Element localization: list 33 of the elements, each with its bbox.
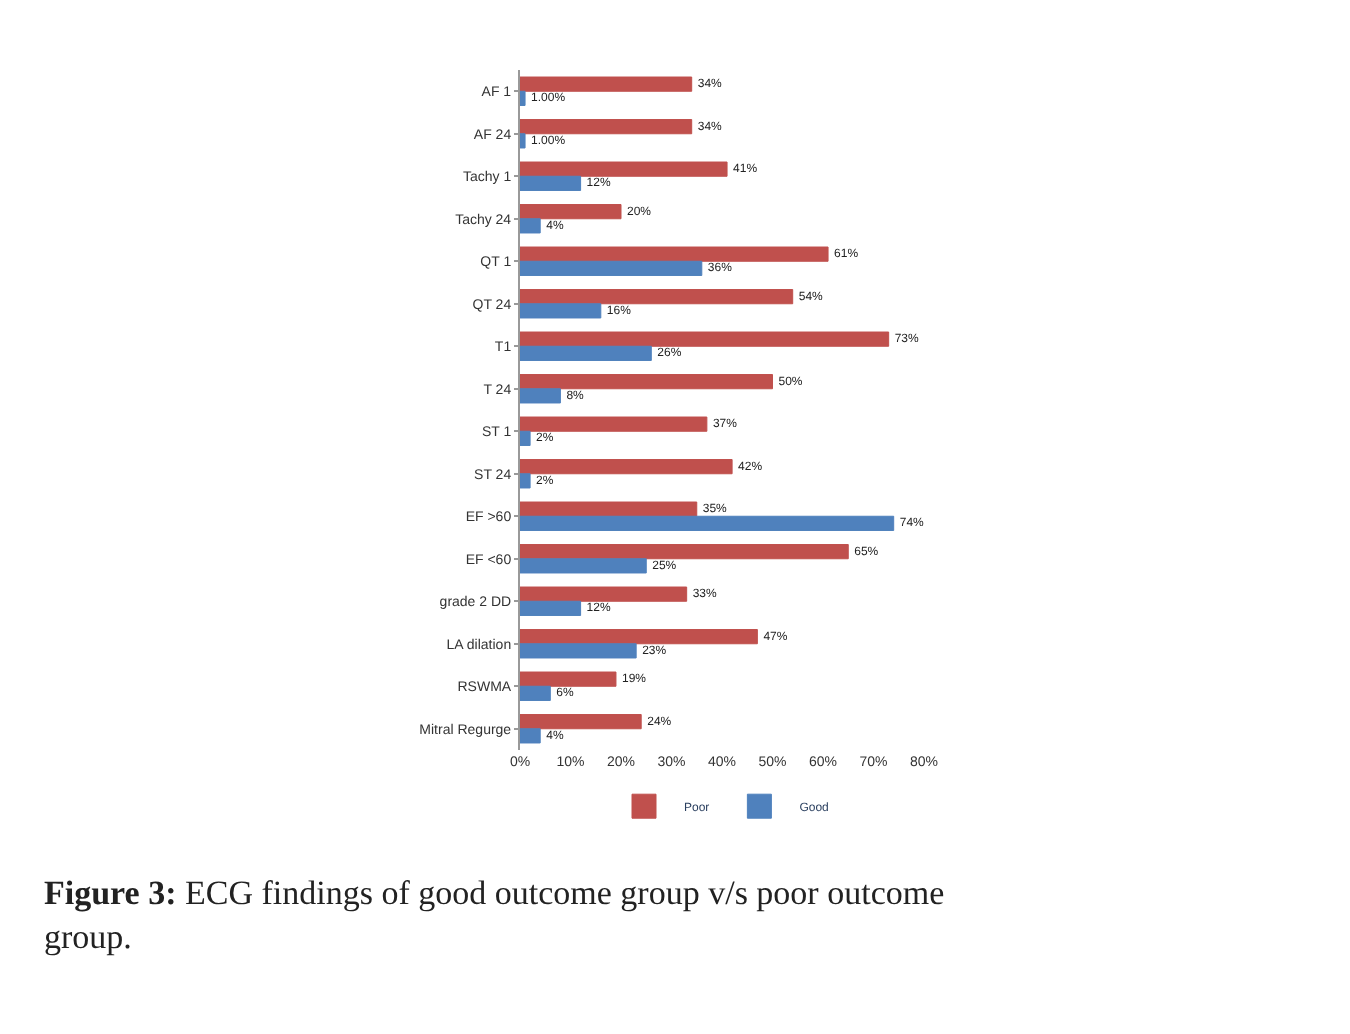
bar xyxy=(520,459,733,475)
bar xyxy=(520,175,582,191)
bar xyxy=(520,430,531,446)
bar xyxy=(520,558,647,574)
bar xyxy=(520,331,890,347)
bar xyxy=(520,218,541,234)
bar xyxy=(520,671,617,687)
bar xyxy=(520,303,602,319)
bar xyxy=(520,544,849,560)
bar xyxy=(520,204,622,220)
bar xyxy=(520,119,693,135)
bar xyxy=(520,133,526,149)
bar xyxy=(520,161,728,177)
bar xyxy=(520,600,582,616)
bar xyxy=(520,685,551,701)
bar xyxy=(520,643,637,659)
bar xyxy=(520,515,895,531)
bar xyxy=(520,714,642,730)
bar xyxy=(520,416,708,432)
bar xyxy=(520,76,693,92)
bar xyxy=(520,473,531,489)
bar xyxy=(520,246,829,262)
text: Figure 3: ECG findings of good outcome group v/s poor outcome group. xyxy=(44,874,945,957)
bar xyxy=(520,388,561,404)
bar xyxy=(520,90,526,106)
bar xyxy=(520,260,703,276)
bar xyxy=(520,501,698,517)
bar xyxy=(520,289,794,305)
bar xyxy=(520,586,688,602)
bar xyxy=(520,345,652,361)
bar xyxy=(520,728,541,744)
bar xyxy=(520,629,758,645)
bar xyxy=(520,374,773,390)
